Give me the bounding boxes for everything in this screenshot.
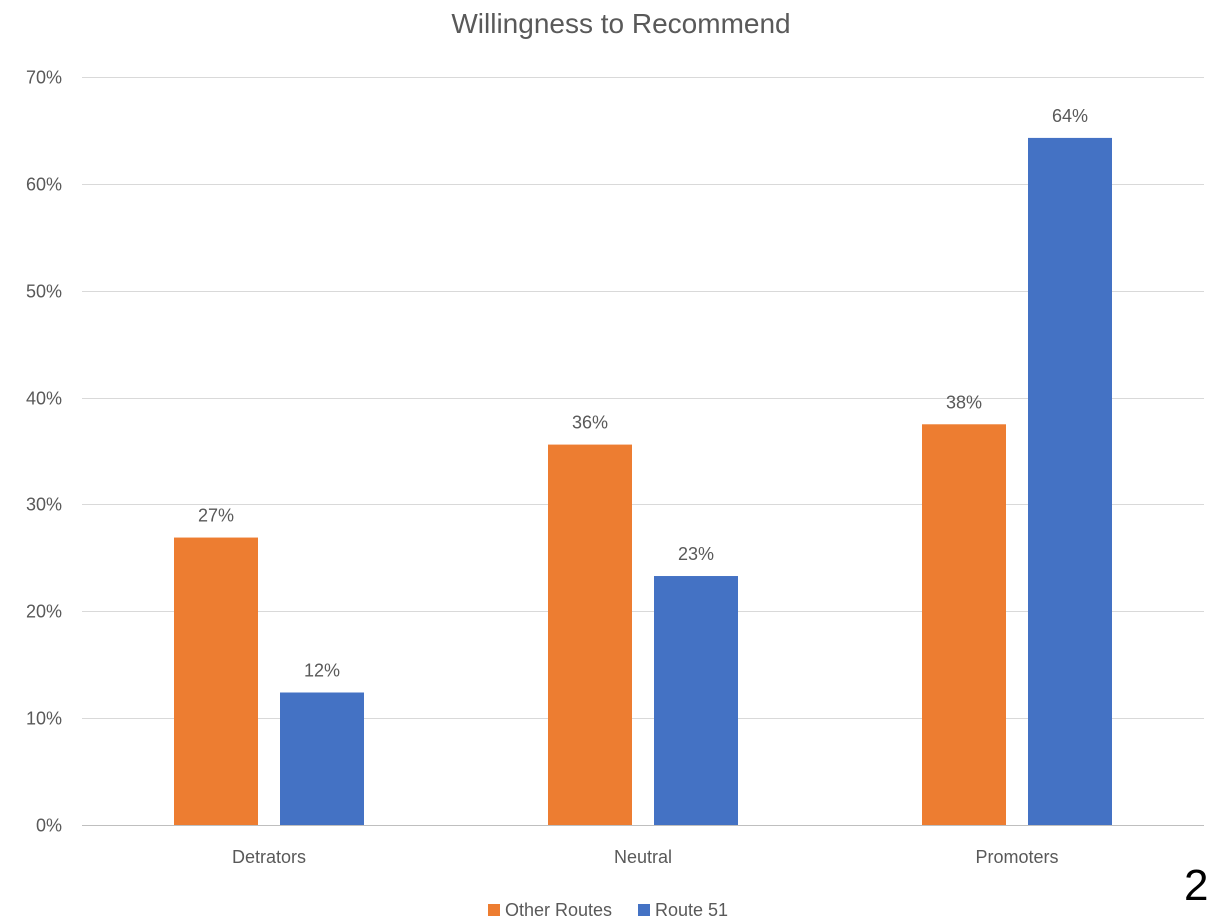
data-label: 23% bbox=[678, 544, 714, 564]
bar-other-routes bbox=[174, 537, 258, 825]
x-category-label: Promoters bbox=[975, 847, 1058, 867]
legend: Other Routes Route 51 bbox=[0, 900, 1216, 920]
bars: 27% 12% 36% 23% 38% 64% bbox=[174, 106, 1112, 825]
y-tick-label: 0% bbox=[36, 816, 62, 836]
bar-route-51 bbox=[280, 692, 364, 825]
legend-swatch-other-routes bbox=[487, 904, 500, 916]
bar-other-routes bbox=[922, 424, 1006, 825]
gridlines bbox=[82, 77, 1204, 826]
data-label: 27% bbox=[198, 506, 234, 526]
bar-route-51 bbox=[1028, 137, 1112, 825]
y-tick-label: 30% bbox=[26, 495, 62, 515]
data-label: 64% bbox=[1052, 106, 1088, 126]
page-number: 2 bbox=[1184, 861, 1209, 910]
y-tick-label: 10% bbox=[26, 709, 62, 729]
y-tick-label: 50% bbox=[26, 282, 62, 302]
legend-label-route-51: Route 51 bbox=[655, 900, 729, 920]
chart-title: Willingness to Recommend bbox=[451, 8, 790, 39]
legend-item-other-routes: Other Routes bbox=[487, 900, 612, 920]
data-label: 38% bbox=[946, 392, 982, 412]
legend-label-other-routes: Other Routes bbox=[504, 900, 612, 920]
y-tick-label: 70% bbox=[26, 68, 62, 88]
y-axis: 0% 10% 20% 30% 40% 50% 60% 70% bbox=[26, 68, 62, 836]
x-category-label: Detrators bbox=[232, 847, 306, 867]
y-tick-label: 20% bbox=[26, 602, 62, 622]
y-tick-label: 60% bbox=[26, 175, 62, 195]
y-tick-label: 40% bbox=[26, 389, 62, 409]
bar-other-routes bbox=[548, 444, 632, 825]
bar-route-51 bbox=[654, 576, 738, 825]
legend-item-route-51: Route 51 bbox=[638, 900, 728, 920]
legend-swatch-route-51 bbox=[638, 904, 650, 916]
x-axis: Detrators Neutral Promoters bbox=[232, 847, 1059, 867]
data-label: 12% bbox=[304, 660, 340, 680]
x-category-label: Neutral bbox=[614, 847, 672, 867]
data-label: 36% bbox=[572, 413, 608, 433]
